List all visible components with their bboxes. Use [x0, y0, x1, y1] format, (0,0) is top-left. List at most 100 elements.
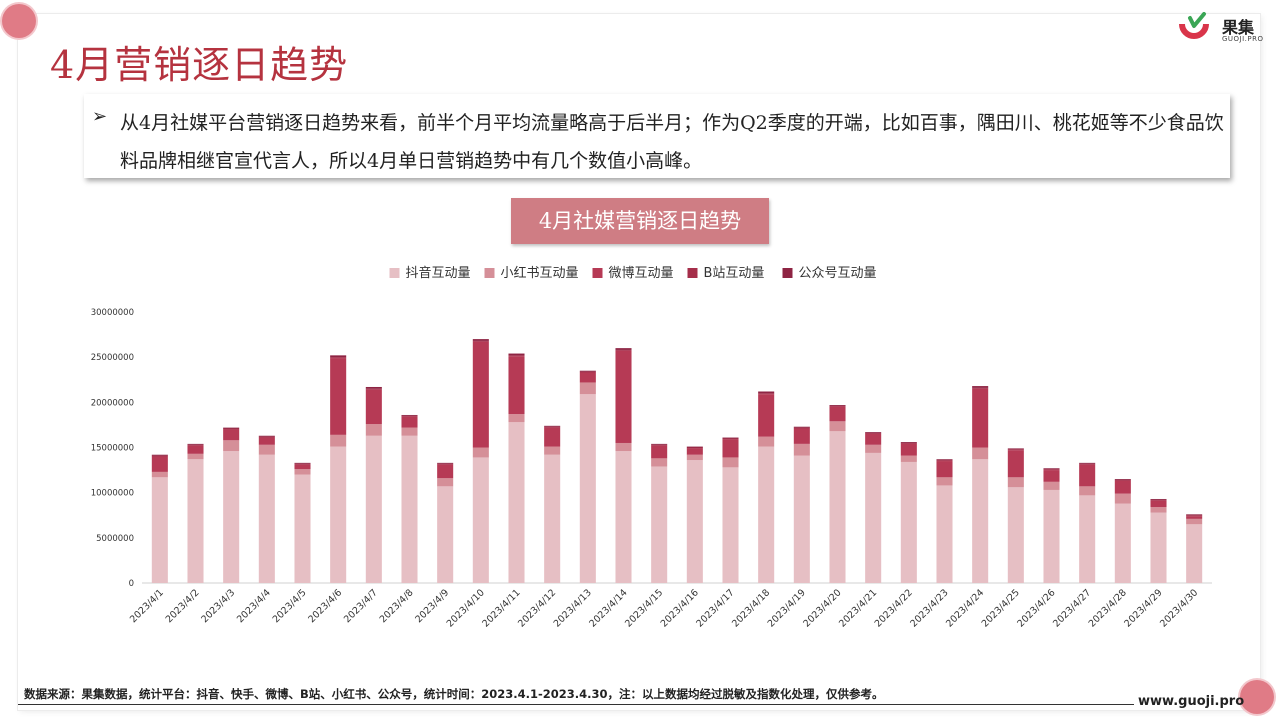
bar-segment — [900, 442, 917, 444]
bar-segment — [579, 382, 596, 395]
stacked-bar-chart: 0 5000000 10000000 15000000 20000000 25000000… — [91, 265, 1212, 630]
bar-segment — [223, 440, 240, 452]
bar-segment — [294, 463, 311, 465]
legend-swatch — [687, 268, 698, 278]
bar-segment — [829, 405, 846, 407]
bar-segment — [258, 436, 275, 438]
bar-segment — [187, 453, 204, 460]
bar-segment — [722, 457, 739, 468]
bar-segment — [1114, 480, 1131, 494]
legend-label: B站互动量 — [704, 266, 765, 281]
bar-segment — [686, 447, 703, 449]
bar-segment — [865, 432, 882, 434]
bar-segment — [508, 355, 525, 357]
bar-segment — [972, 447, 989, 460]
bar-segment — [1043, 470, 1060, 482]
bar-segment — [579, 372, 596, 383]
bar-segment — [1186, 524, 1203, 583]
bar-segment — [793, 455, 810, 583]
bar-segment — [544, 446, 561, 455]
summary-text: 从4月社媒平台营销逐日趋势来看，前半个月平均流量略高于后半月；作为Q2季度的开端… — [120, 112, 1224, 172]
legend-label: 小红书互动量 — [501, 265, 579, 281]
bar-segment — [330, 355, 347, 358]
x-tick-label: 2023/4/8 — [378, 587, 416, 625]
bar-segment — [722, 439, 739, 458]
bar-segment — [294, 469, 311, 475]
bar-segment — [1043, 489, 1060, 583]
bar-segment — [1114, 479, 1131, 481]
bar-segment — [1007, 449, 1024, 451]
bar-segment — [615, 350, 632, 443]
y-tick-label: 5000000 — [96, 534, 134, 544]
bar-segment — [1114, 493, 1131, 504]
y-tick-label: 15000000 — [91, 444, 134, 454]
bar-segment — [1079, 464, 1096, 487]
bar-segment — [1114, 480, 1131, 481]
y-tick-label: 30000000 — [91, 308, 134, 318]
bar-segment — [1186, 516, 1203, 519]
bar-segment — [651, 466, 668, 583]
bar-segment — [829, 405, 846, 406]
bar-segment — [758, 394, 775, 437]
x-tick-label: 2023/4/4 — [235, 587, 273, 625]
x-tick-label: 2023/4/1 — [128, 587, 166, 625]
bar-segment — [793, 426, 810, 428]
x-tick-label: 2023/4/7 — [342, 587, 380, 625]
bar-segment — [793, 427, 810, 429]
legend-swatch — [484, 268, 495, 278]
bar-segment — [686, 454, 703, 461]
bar-segment — [651, 444, 668, 446]
bar-segment — [437, 486, 454, 583]
bullet-arrow-icon: ➢ — [92, 106, 108, 127]
bar-segment — [437, 462, 454, 464]
bar-segment — [615, 451, 632, 583]
bar-segment — [758, 446, 775, 583]
brand-name: 果集 — [1222, 18, 1255, 37]
bar-segment — [793, 428, 810, 444]
bar-segment — [579, 370, 596, 372]
bar-segment — [401, 416, 418, 428]
bar-segment — [1150, 499, 1167, 501]
bar-segment — [651, 445, 668, 459]
bar-segment — [900, 443, 917, 456]
bar-segment — [508, 356, 525, 415]
bar-segment — [365, 435, 382, 583]
bar-segment — [651, 458, 668, 467]
legend-label: 抖音互动量 — [406, 265, 471, 281]
bar-segment — [972, 388, 989, 448]
bar-segment — [900, 461, 917, 583]
bar-segment — [758, 391, 775, 394]
bar-segment — [651, 443, 668, 445]
bar-segment — [936, 485, 953, 583]
bar-segment — [936, 461, 953, 478]
bar-segment — [579, 394, 596, 583]
bar-segment — [365, 386, 382, 389]
bar-segment — [330, 357, 347, 359]
bar-segment — [1007, 487, 1024, 583]
bar-segment — [294, 462, 311, 464]
bar-segment — [972, 459, 989, 583]
bar-segment — [401, 415, 418, 417]
bar-segment — [865, 452, 882, 583]
bar-segment — [151, 471, 168, 478]
page-title: 4月营销逐日趋势 — [50, 43, 349, 87]
bar-segment — [579, 371, 596, 373]
chart-title: 4月社媒营销逐日趋势 — [511, 198, 769, 244]
bar-segment — [544, 425, 561, 427]
bar-segment — [1043, 468, 1060, 470]
bar-segment — [544, 426, 561, 428]
bar-segment — [508, 353, 525, 356]
bar-segment — [223, 427, 240, 429]
bar-segment — [1079, 486, 1096, 496]
bar-segment — [508, 414, 525, 423]
decor-dot-top-left — [2, 4, 36, 38]
bar-segment — [472, 447, 489, 458]
bar-segment — [223, 429, 240, 441]
bar-segment — [615, 442, 632, 452]
footer-divider — [18, 704, 1134, 705]
bar-segment — [508, 422, 525, 583]
bar-segment — [151, 454, 168, 456]
bar-segment — [330, 434, 347, 447]
bar-segment — [223, 451, 240, 583]
bar-segment — [1186, 518, 1203, 525]
